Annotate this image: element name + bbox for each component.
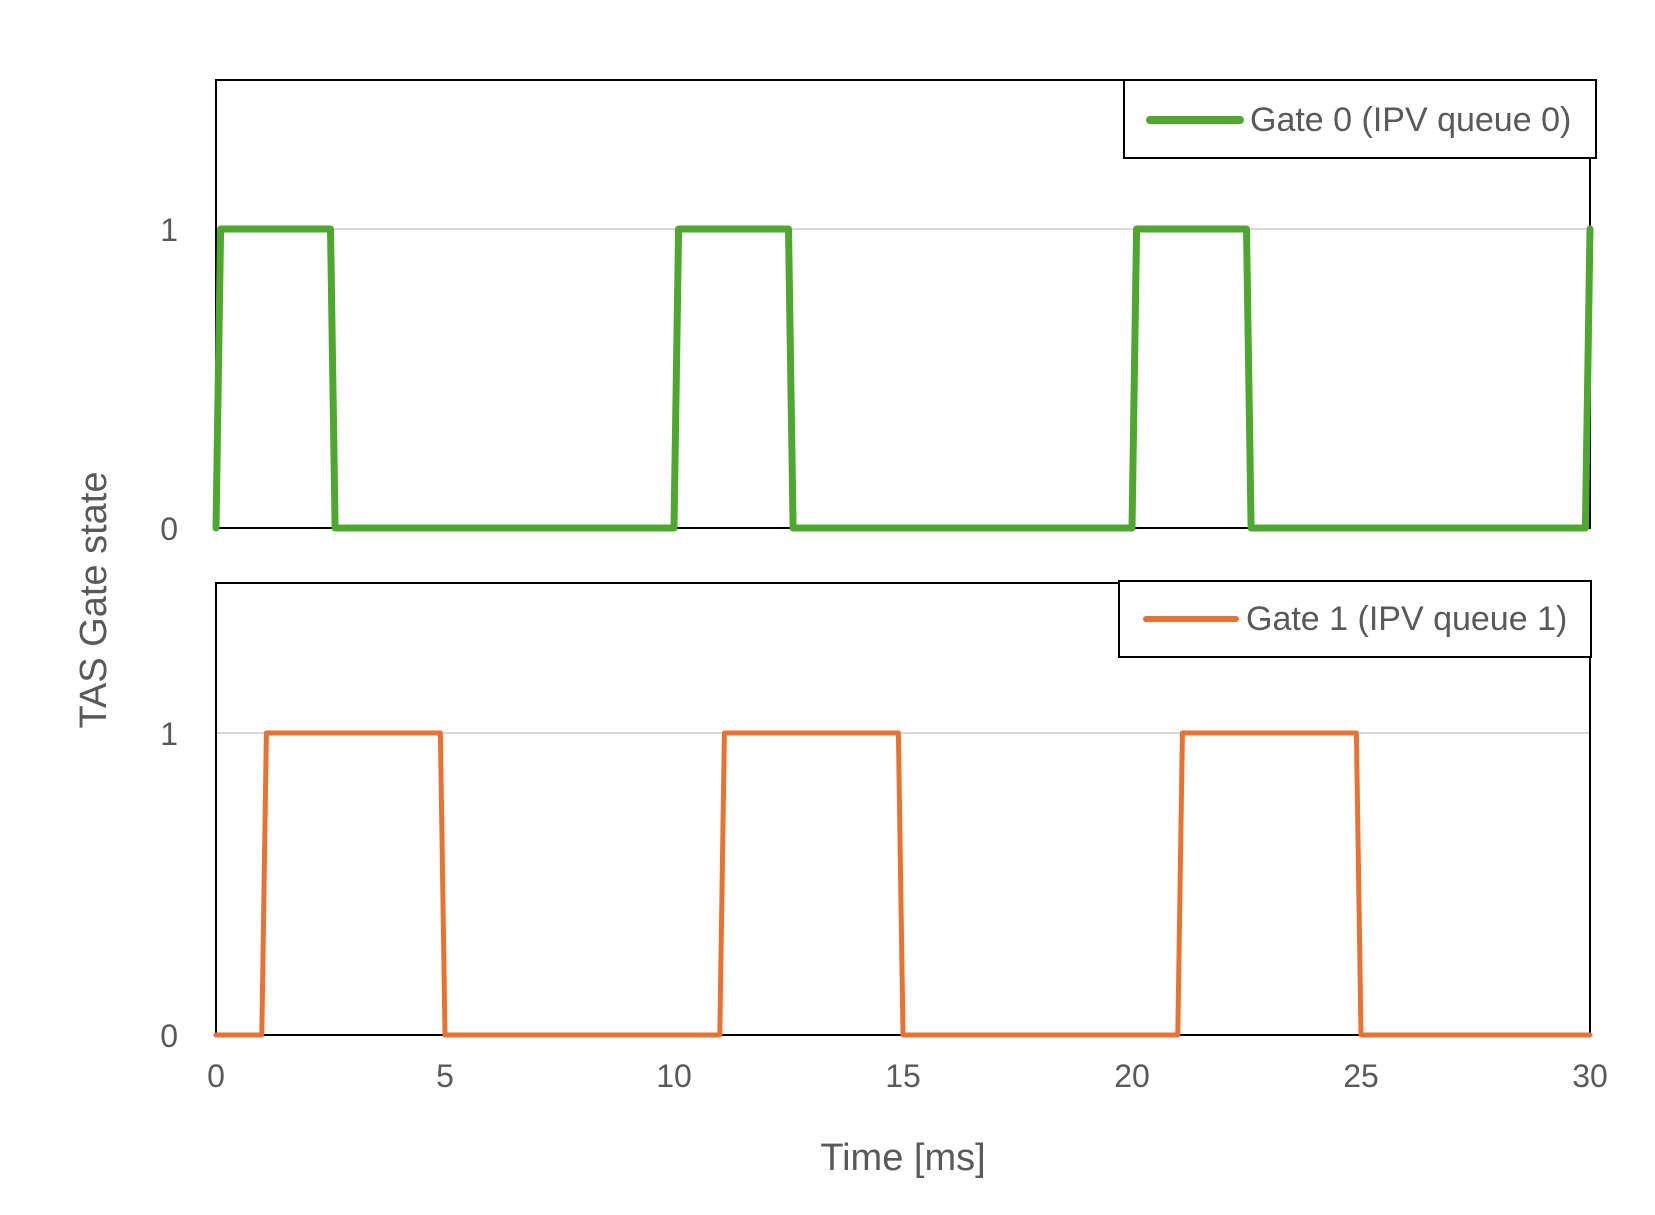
ytick-label-1-top: 1	[160, 212, 178, 248]
panel-gate1: 1 0 Gate 1 (IPV queue 1)	[160, 580, 1593, 1054]
xtick-label: 30	[1572, 1058, 1608, 1094]
y-axis-title: TAS Gate state	[73, 472, 115, 729]
xtick-label: 5	[436, 1058, 454, 1094]
series-line-gate0	[212, 225, 1594, 532]
panel-gate0: 1 0 Gate 0 (IPV queue 0)	[160, 79, 1597, 547]
series-line-gate1	[213, 730, 1593, 1038]
legend-box-bottom	[1118, 580, 1592, 658]
x-tick-labels: 0 5 10 15 20 25 30	[207, 1058, 1608, 1094]
legend-label-gate0: Gate 0 (IPV queue 0)	[1250, 101, 1571, 139]
xtick-label: 10	[656, 1058, 692, 1094]
ytick-label-0-bottom: 0	[160, 1018, 178, 1054]
legend-label-gate1: Gate 1 (IPV queue 1)	[1246, 600, 1567, 638]
x-axis-title: Time [ms]	[820, 1137, 985, 1179]
legend-gate1: Gate 1 (IPV queue 1)	[1118, 580, 1592, 658]
ytick-label-1-bottom: 1	[160, 716, 178, 752]
xtick-label: 20	[1114, 1058, 1150, 1094]
legend-gate0: Gate 0 (IPV queue 0)	[1123, 79, 1597, 159]
xtick-label: 0	[207, 1058, 225, 1094]
ytick-label-0-top: 0	[160, 511, 178, 547]
legend-box-top	[1123, 79, 1597, 159]
xtick-label: 15	[885, 1058, 921, 1094]
xtick-label: 25	[1343, 1058, 1379, 1094]
